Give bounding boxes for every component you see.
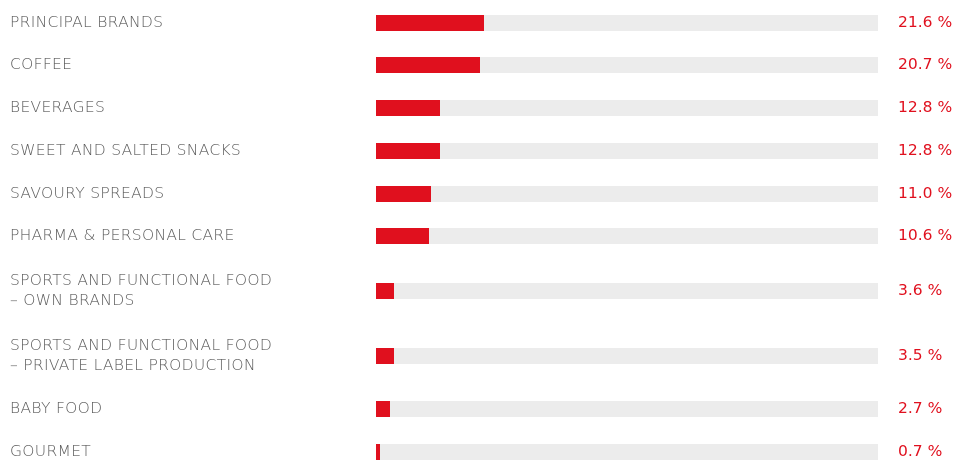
bar xyxy=(376,348,394,364)
bar-track xyxy=(376,57,878,73)
value-label: 3.5 % xyxy=(898,346,943,364)
bar xyxy=(376,57,480,73)
value-label: 12.8 % xyxy=(898,141,953,159)
bar-track xyxy=(376,348,878,364)
category-label: BEVERAGES xyxy=(10,97,350,117)
bar-track xyxy=(376,444,878,460)
category-label-line: COFFEE xyxy=(10,55,73,73)
value-label: 21.6 % xyxy=(898,13,953,31)
value-label: 2.7 % xyxy=(898,399,943,417)
category-label-line: – OWN BRANDS xyxy=(10,291,135,309)
bar-track xyxy=(376,401,878,417)
category-label-line: PRINCIPAL BRANDS xyxy=(10,13,164,31)
value-label: 10.6 % xyxy=(898,226,953,244)
bar xyxy=(376,186,432,202)
category-label: COFFEE xyxy=(10,54,350,74)
category-label: SPORTS AND FUNCTIONAL FOOD – OWN BRANDS xyxy=(10,270,350,310)
bar-track xyxy=(376,228,878,244)
category-label: SPORTS AND FUNCTIONAL FOOD – PRIVATE LABE… xyxy=(10,335,350,375)
category-label: SAVOURY SPREADS xyxy=(10,183,350,203)
bar xyxy=(376,401,390,417)
bar-track xyxy=(376,100,878,116)
category-label-line: GOURMET xyxy=(10,442,92,460)
bar xyxy=(376,143,441,159)
category-label-line: SPORTS AND FUNCTIONAL FOOD xyxy=(10,336,273,354)
bar-track xyxy=(376,283,878,299)
category-label-line: – PRIVATE LABEL PRODUCTION xyxy=(10,356,256,374)
category-label-line: BEVERAGES xyxy=(10,98,106,116)
category-label-line: SAVOURY SPREADS xyxy=(10,184,165,202)
bar xyxy=(376,100,441,116)
category-label: SWEET AND SALTED SNACKS xyxy=(10,140,350,160)
bar-track xyxy=(376,143,878,159)
value-label: 20.7 % xyxy=(898,55,953,73)
category-label-line: BABY FOOD xyxy=(10,399,103,417)
bar-track xyxy=(376,15,878,31)
value-label: 11.0 % xyxy=(898,184,953,202)
value-label: 12.8 % xyxy=(898,98,953,116)
bar-track xyxy=(376,186,878,202)
bar xyxy=(376,228,430,244)
value-label: 0.7 % xyxy=(898,442,943,460)
category-label: PHARMA & PERSONAL CARE xyxy=(10,225,350,245)
category-label: PRINCIPAL BRANDS xyxy=(10,12,350,32)
category-label-line: SPORTS AND FUNCTIONAL FOOD xyxy=(10,271,273,289)
bar xyxy=(376,444,380,460)
bar xyxy=(376,15,485,31)
category-label: BABY FOOD xyxy=(10,398,350,418)
bar xyxy=(376,283,395,299)
category-label-line: SWEET AND SALTED SNACKS xyxy=(10,141,242,159)
category-label: GOURMET xyxy=(10,441,350,461)
value-label: 3.6 % xyxy=(898,281,943,299)
category-label-line: PHARMA & PERSONAL CARE xyxy=(10,226,235,244)
